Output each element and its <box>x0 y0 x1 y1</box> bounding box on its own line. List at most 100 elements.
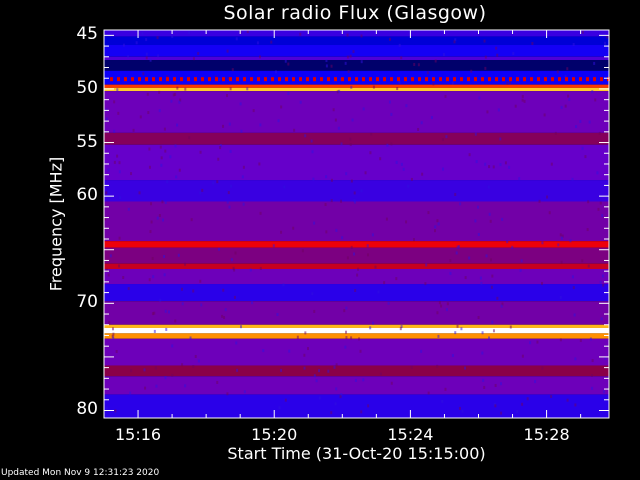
rfi-dot <box>593 77 596 82</box>
frequency-band <box>104 60 609 71</box>
rfi-dot <box>411 77 414 82</box>
texture-speck <box>159 145 162 149</box>
texture-speck <box>339 78 342 82</box>
texture-speck <box>293 128 296 132</box>
texture-speck <box>442 53 445 57</box>
texture-speck <box>492 329 495 333</box>
texture-speck <box>417 63 420 67</box>
texture-speck <box>385 217 388 221</box>
texture-speck <box>374 265 377 269</box>
texture-speck <box>474 219 477 223</box>
rfi-dot <box>488 77 491 82</box>
texture-speck <box>258 162 261 166</box>
texture-speck <box>405 104 408 108</box>
rfi-dot <box>222 77 225 82</box>
texture-speck <box>174 92 177 96</box>
texture-speck <box>521 402 524 406</box>
rfi-dot <box>509 77 512 82</box>
texture-speck <box>504 161 507 165</box>
frequency-band <box>104 284 609 302</box>
texture-speck <box>166 180 169 184</box>
rfi-dot <box>173 77 176 82</box>
rfi-dot <box>257 77 260 82</box>
texture-speck <box>116 154 119 158</box>
texture-speck <box>156 216 159 220</box>
texture-speck <box>490 285 493 289</box>
texture-speck <box>484 55 487 59</box>
texture-speck <box>174 319 177 323</box>
plot-frame <box>103 29 610 419</box>
texture-speck <box>564 75 567 79</box>
texture-speck <box>541 366 544 370</box>
texture-speck <box>589 337 592 341</box>
texture-speck <box>395 277 398 281</box>
texture-speck <box>345 336 348 340</box>
x-tick-label: 15:24 <box>387 425 434 444</box>
texture-speck <box>509 80 512 84</box>
texture-speck <box>325 230 328 234</box>
texture-speck <box>147 111 150 115</box>
texture-speck <box>218 78 221 82</box>
texture-speck <box>164 149 167 153</box>
texture-speck <box>164 376 167 380</box>
texture-speck <box>118 236 121 240</box>
rfi-dot <box>572 77 575 82</box>
texture-speck <box>421 172 424 176</box>
texture-speck <box>387 301 390 305</box>
texture-speck <box>572 42 575 46</box>
spectrogram-bands <box>104 30 609 418</box>
texture-speck <box>451 81 454 85</box>
texture-speck <box>111 334 114 338</box>
texture-speck <box>534 380 537 384</box>
frequency-band <box>104 376 609 395</box>
texture-speck <box>442 167 445 171</box>
texture-speck <box>219 146 222 150</box>
rfi-dot <box>236 77 239 82</box>
rfi-dot <box>271 77 274 82</box>
texture-speck <box>169 155 172 159</box>
texture-speck <box>239 325 242 329</box>
texture-speck <box>484 162 487 166</box>
texture-speck <box>559 295 562 299</box>
texture-speck <box>395 160 398 164</box>
texture-speck <box>480 281 483 285</box>
rfi-dot <box>383 77 386 82</box>
texture-speck <box>330 64 333 68</box>
rfi-dot <box>341 77 344 82</box>
texture-speck <box>280 230 283 234</box>
texture-speck <box>178 100 181 104</box>
texture-speck <box>488 212 491 216</box>
texture-speck <box>521 354 524 358</box>
texture-speck <box>219 143 222 147</box>
texture-speck <box>538 199 541 203</box>
texture-speck <box>311 150 314 154</box>
texture-speck <box>354 288 357 292</box>
rfi-dot <box>152 77 155 82</box>
texture-speck <box>584 155 587 159</box>
texture-speck <box>427 391 430 395</box>
texture-speck <box>587 264 590 268</box>
texture-speck <box>336 90 339 94</box>
texture-speck <box>192 57 195 61</box>
texture-speck <box>388 37 391 41</box>
rfi-dot <box>334 77 337 82</box>
texture-speck <box>556 70 559 74</box>
texture-speck <box>188 136 191 140</box>
rfi-dot <box>117 77 120 82</box>
texture-speck <box>152 275 155 279</box>
texture-speck <box>581 30 584 34</box>
texture-speck <box>226 94 229 98</box>
texture-speck <box>478 96 481 100</box>
texture-speck <box>509 325 512 329</box>
frequency-band <box>104 301 609 325</box>
texture-speck <box>280 105 283 109</box>
texture-speck <box>485 254 488 258</box>
texture-speck <box>164 201 167 205</box>
texture-speck <box>398 80 401 84</box>
texture-speck <box>282 283 285 287</box>
texture-speck <box>180 287 183 291</box>
texture-speck <box>168 310 171 314</box>
texture-speck <box>599 201 602 205</box>
texture-speck <box>113 129 116 133</box>
texture-speck <box>430 116 433 120</box>
